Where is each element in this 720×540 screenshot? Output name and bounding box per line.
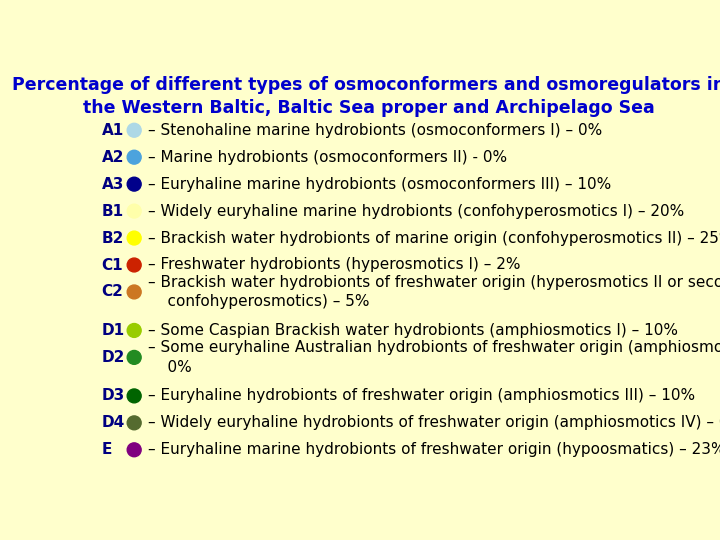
Circle shape	[127, 416, 141, 430]
Text: – Brackish water hydrobionts of freshwater origin (hyperosmotics II or secondary: – Brackish water hydrobionts of freshwat…	[148, 275, 720, 309]
Text: – Widely euryhaline marine hydrobionts (confohyperosmotics I) – 20%: – Widely euryhaline marine hydrobionts (…	[148, 204, 685, 219]
Text: D2: D2	[102, 350, 125, 365]
Text: D3: D3	[102, 388, 125, 403]
Text: – Euryhaline marine hydrobionts of freshwater origin (hypoosmatics) – 23%: – Euryhaline marine hydrobionts of fresh…	[148, 442, 720, 457]
Text: B2: B2	[102, 231, 124, 246]
Text: – Stenohaline marine hydrobionts (osmoconformers I) – 0%: – Stenohaline marine hydrobionts (osmoco…	[148, 123, 603, 138]
Circle shape	[127, 177, 141, 191]
Text: – Freshwater hydrobionts (hyperosmotics I) – 2%: – Freshwater hydrobionts (hyperosmotics …	[148, 258, 521, 273]
Text: D1: D1	[102, 323, 125, 338]
Circle shape	[127, 323, 141, 338]
Text: – Brackish water hydrobionts of marine origin (confohyperosmotics II) – 25%: – Brackish water hydrobionts of marine o…	[148, 231, 720, 246]
Circle shape	[127, 258, 141, 272]
Text: D4: D4	[102, 415, 125, 430]
Circle shape	[127, 443, 141, 457]
Text: E: E	[102, 442, 112, 457]
Text: A1: A1	[102, 123, 124, 138]
Text: B1: B1	[102, 204, 124, 219]
Circle shape	[127, 123, 141, 137]
Text: – Euryhaline marine hydrobionts (osmoconformers III) – 10%: – Euryhaline marine hydrobionts (osmocon…	[148, 177, 611, 192]
Circle shape	[127, 350, 141, 365]
Text: A2: A2	[102, 150, 124, 165]
Circle shape	[127, 150, 141, 164]
Text: Percentage of different types of osmoconformers and osmoregulators in
the Wester: Percentage of different types of osmocon…	[12, 76, 720, 117]
Text: A3: A3	[102, 177, 124, 192]
Text: – Widely euryhaline hydrobionts of freshwater origin (amphiosmotics IV) – 0%: – Widely euryhaline hydrobionts of fresh…	[148, 415, 720, 430]
Circle shape	[127, 231, 141, 245]
Text: – Some Caspian Brackish water hydrobionts (amphiosmotics I) – 10%: – Some Caspian Brackish water hydrobiont…	[148, 323, 678, 338]
Circle shape	[127, 204, 141, 218]
Text: C1: C1	[102, 258, 123, 273]
Text: – Euryhaline hydrobionts of freshwater origin (amphiosmotics III) – 10%: – Euryhaline hydrobionts of freshwater o…	[148, 388, 696, 403]
Text: – Marine hydrobionts (osmoconformers II) - 0%: – Marine hydrobionts (osmoconformers II)…	[148, 150, 508, 165]
Circle shape	[127, 285, 141, 299]
Circle shape	[127, 389, 141, 403]
Text: C2: C2	[102, 285, 124, 300]
Text: – Some euryhaline Australian hydrobionts of freshwater origin (amphiosmotics II): – Some euryhaline Australian hydrobionts…	[148, 340, 720, 375]
